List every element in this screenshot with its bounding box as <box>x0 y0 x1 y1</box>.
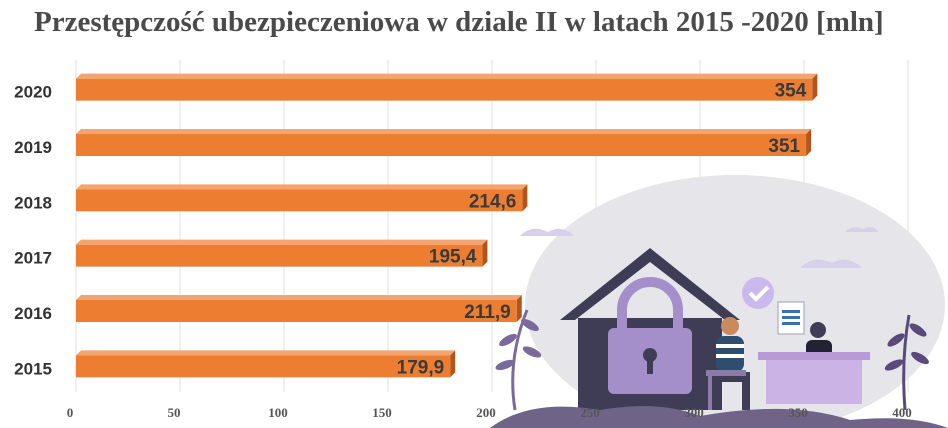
bar-value-label: 351 <box>768 136 800 157</box>
x-tick-label: 350 <box>788 405 808 420</box>
category-label: 2017 <box>14 249 52 268</box>
category-label: 2020 <box>14 83 52 102</box>
bars-group: 354 351 214,6 195,4 211,9 179,9 <box>76 73 818 378</box>
document-icon <box>777 301 805 335</box>
security-illustration <box>490 175 948 428</box>
bar <box>76 295 522 322</box>
bar-value-label: 195,4 <box>429 247 477 268</box>
plant-icon <box>495 309 542 411</box>
category-label: 2018 <box>14 193 52 212</box>
bar <box>76 350 456 378</box>
x-tick-label: 0 <box>67 405 74 420</box>
chart-title: Przestępczość ubezpieczeniowa w dziale I… <box>34 6 884 38</box>
bar <box>76 129 812 156</box>
x-tick-label: 300 <box>684 405 704 420</box>
bar-value-label: 211,9 <box>464 302 511 323</box>
x-tick-label: 50 <box>168 405 181 420</box>
bar <box>76 239 488 267</box>
ground-shape <box>490 406 948 428</box>
bar-value-label: 214,6 <box>469 191 517 212</box>
cloud-icon <box>845 227 879 232</box>
bar-value-label: 179,9 <box>397 357 445 378</box>
x-tick-label: 100 <box>268 405 288 420</box>
x-tick-label: 250 <box>580 405 600 420</box>
x-tick-label: 200 <box>476 405 496 420</box>
bar <box>76 73 818 101</box>
category-label: 2016 <box>14 304 52 323</box>
x-tick-label: 150 <box>372 405 392 420</box>
checkmark-icon <box>742 277 774 309</box>
bar-value-label: 354 <box>775 81 807 102</box>
x-tick-label: 400 <box>892 405 912 420</box>
category-labels: 2020 2019 2018 2017 2016 2015 <box>14 83 52 379</box>
desk-icon <box>758 352 870 404</box>
x-axis-ticks: 0 50 100 150 200 250 300 350 400 <box>67 405 912 420</box>
bar <box>76 184 528 212</box>
padlock-icon <box>608 277 692 394</box>
person-icon <box>706 317 750 410</box>
category-label: 2015 <box>14 359 52 378</box>
cloud-icon <box>800 259 862 268</box>
cloud-icon <box>520 228 574 236</box>
plant-icon <box>884 314 929 411</box>
category-label: 2019 <box>14 138 52 157</box>
